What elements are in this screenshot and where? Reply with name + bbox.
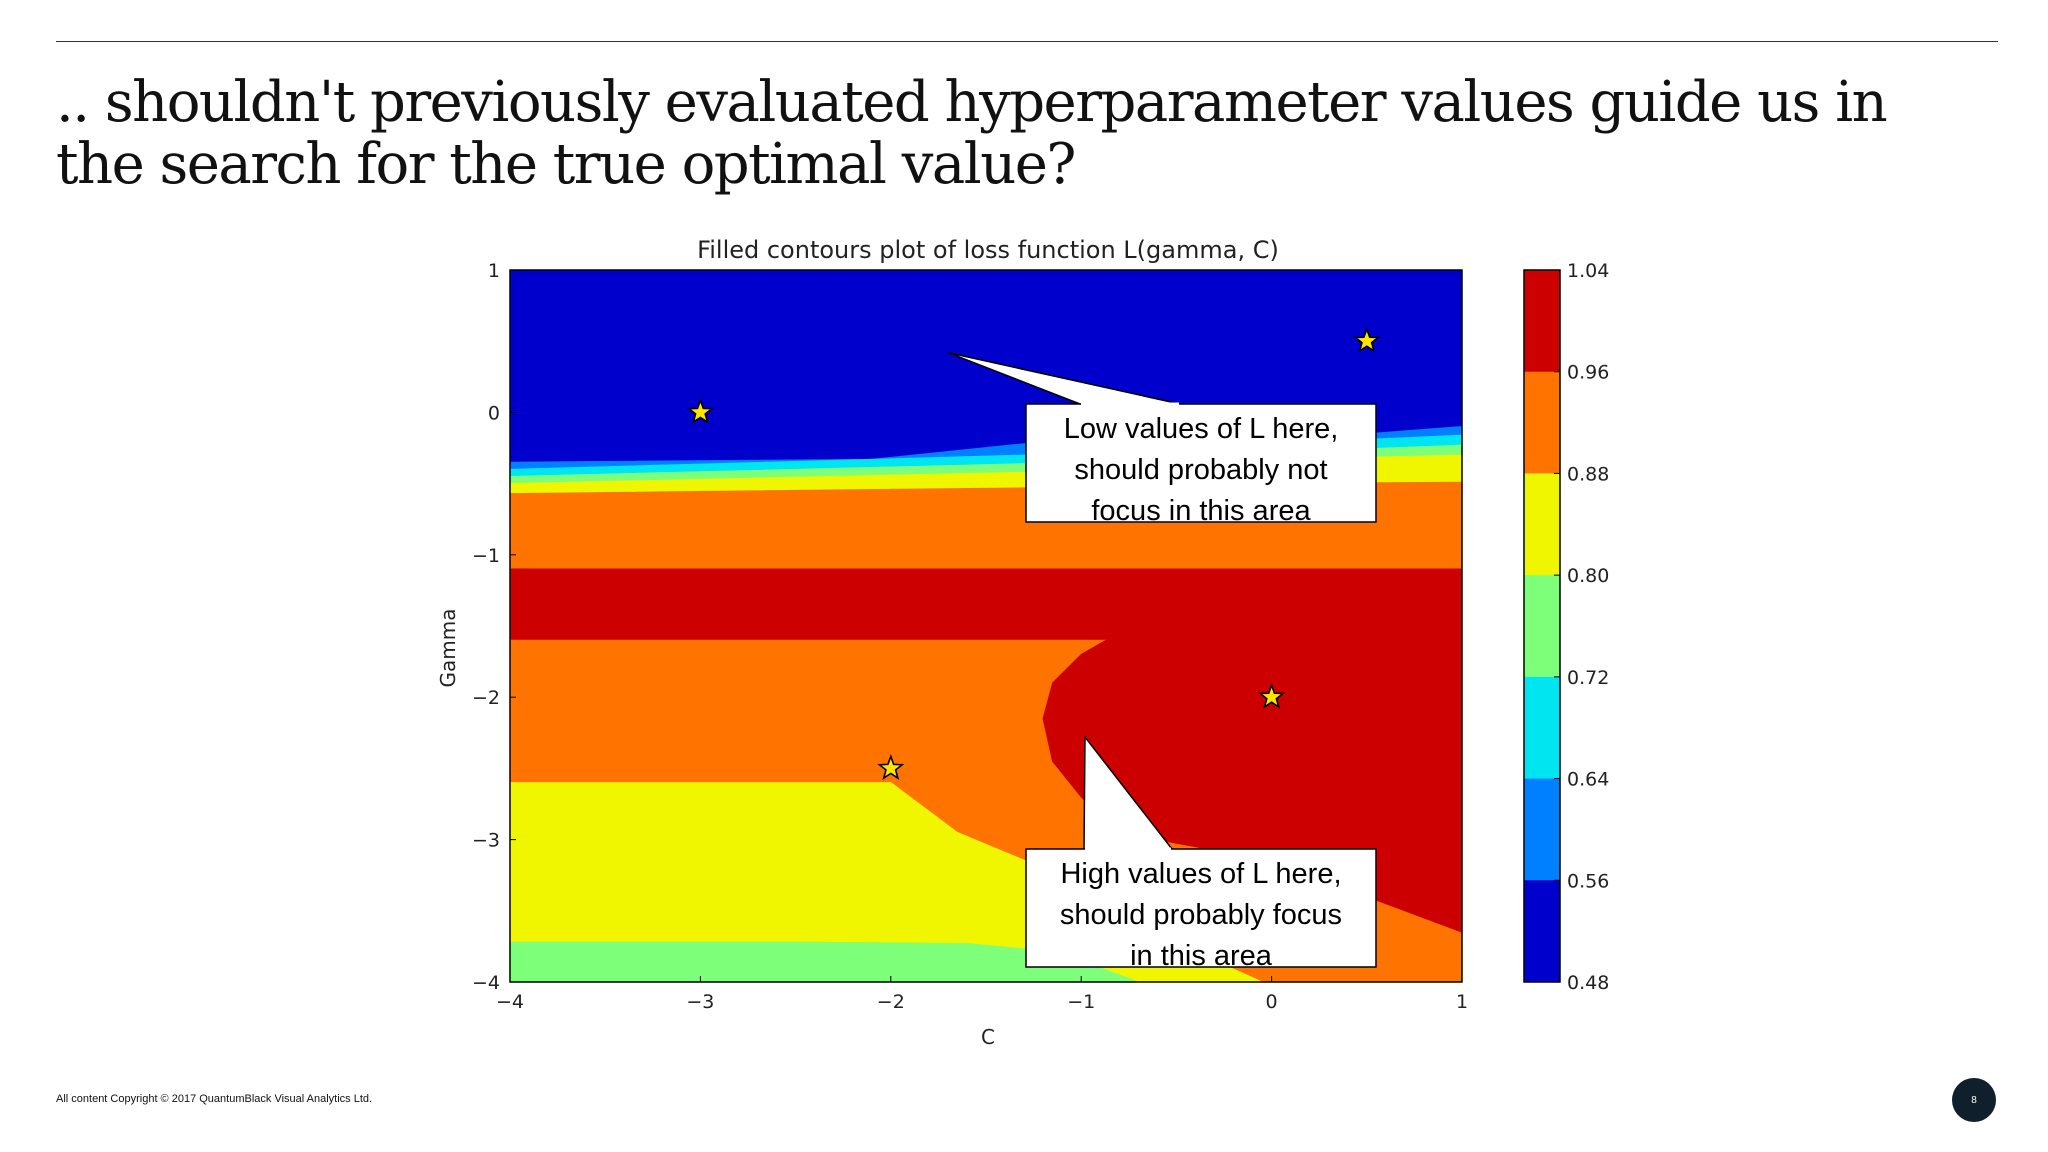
evaluated-points (686, 326, 1381, 780)
contour-region-6 (509, 568, 1463, 641)
evaluated-point-star (1257, 682, 1286, 709)
colorbar-tick-label: 0.88 (1567, 463, 1609, 485)
callout-line: should probably not (1074, 454, 1327, 486)
x-tick-label: −4 (496, 991, 524, 1013)
x-tick-label: −1 (1067, 991, 1095, 1013)
x-tick-label: −3 (686, 991, 714, 1013)
colorbar-tick-label: 0.72 (1567, 667, 1609, 689)
y-tick-label: 1 (488, 260, 500, 282)
x-tick-label: 1 (1456, 991, 1468, 1013)
colorbar-segment (1524, 371, 1560, 474)
plot-ticks: −4 −3 −2 −1 0 1 1 0 −1 −2 −3 −4 (472, 260, 1468, 1013)
chart-title: Filled contours plot of loss function L(… (697, 236, 1279, 264)
callout-line: focus in this area (1091, 495, 1311, 527)
colorbar-segment (1524, 473, 1560, 576)
x-axis-label: C (981, 1025, 995, 1049)
colorbar-tick-label: 1.04 (1567, 260, 1609, 282)
copyright-footer: All content Copyright © 2017 QuantumBlac… (56, 1093, 373, 1105)
colorbar-tick-label: 0.56 (1567, 870, 1609, 892)
colorbar-segment (1524, 778, 1560, 881)
callout-line: should probably focus (1060, 899, 1342, 931)
y-tick-label: −2 (472, 687, 500, 709)
plot-border (509, 269, 1463, 983)
colorbar-tick-label: 0.64 (1567, 769, 1609, 791)
evaluated-point-star (877, 754, 905, 780)
callout-box (1025, 403, 1377, 523)
slide-title: .. shouldn't previously evaluated hyperp… (56, 70, 1888, 197)
y-tick-label: −4 (472, 972, 500, 994)
callout-line: High values of L here, (1060, 858, 1341, 890)
x-tick-label: −2 (877, 991, 905, 1013)
callout-box (1025, 848, 1377, 968)
colorbar-tick-label: 0.48 (1567, 972, 1609, 994)
colorbar: 1.04 0.96 0.88 0.80 0.72 0.64 0.56 0.48 (1523, 260, 1609, 994)
evaluated-point-star (686, 398, 715, 424)
colorbar-border (1523, 269, 1561, 983)
y-axis-label: Gamma (436, 609, 460, 688)
callout-line: Low values of L here, (1064, 413, 1339, 445)
colorbar-segment (1524, 270, 1560, 373)
x-tick-label: 0 (1266, 991, 1278, 1013)
colorbar-segment (1524, 676, 1560, 780)
colorbar-tick-label: 0.96 (1567, 362, 1609, 384)
y-tick-label: 0 (488, 402, 500, 424)
y-tick-label: −3 (472, 830, 500, 852)
colorbar-tick-label: 0.80 (1567, 565, 1609, 587)
callouts: Low values of L here, should probably not… (947, 351, 1377, 972)
callout-line: in this area (1130, 940, 1273, 972)
colorbar-segment (1524, 880, 1560, 983)
plot-frame (509, 269, 1463, 983)
evaluated-point-star (1353, 326, 1381, 353)
page-number-badge: 8 (1952, 1078, 1996, 1122)
top-rule (56, 41, 1998, 42)
y-tick-label: −1 (472, 545, 500, 567)
colorbar-segment (1524, 575, 1560, 678)
